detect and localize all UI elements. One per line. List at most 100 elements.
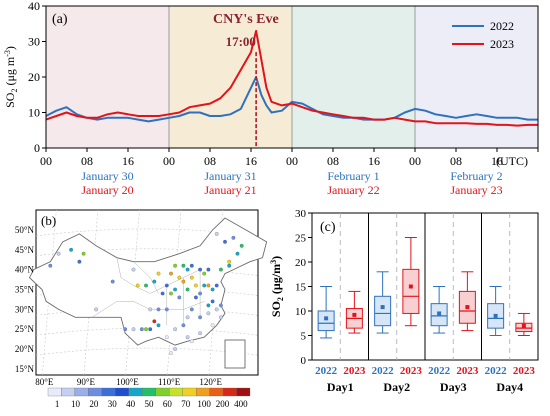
- y-tick-label: 30: [28, 35, 40, 49]
- station-point: [227, 259, 232, 264]
- station-point: [214, 283, 219, 288]
- y-tick-label: 0: [34, 141, 40, 155]
- station-point: [77, 259, 82, 264]
- station-point: [206, 311, 211, 316]
- station-point: [223, 239, 227, 244]
- day-category-label: Day4: [496, 380, 523, 394]
- station-point: [156, 323, 161, 328]
- day1-band: [46, 6, 169, 148]
- station-point: [227, 263, 232, 268]
- day-label-2022: February 1: [327, 169, 379, 183]
- panel-c-label: (c): [320, 220, 336, 235]
- y-axis-label: SO2 (μg/m3): [269, 256, 285, 317]
- box-mean-marker: [408, 284, 413, 289]
- station-point: [214, 231, 219, 236]
- box-mean-marker: [437, 311, 442, 316]
- station-point: [181, 279, 186, 284]
- longitude-label: 80°E: [35, 377, 54, 387]
- station-point: [206, 283, 211, 288]
- latitude-label: 15°N: [15, 364, 35, 374]
- panel-a-label: (a): [52, 12, 68, 27]
- group-label-2023: 2023: [456, 365, 479, 377]
- station-point: [210, 323, 215, 328]
- y-tick-label: 10: [295, 306, 307, 318]
- box-mean-marker: [521, 323, 526, 328]
- station-point: [69, 247, 73, 252]
- x-tick-label: 08: [450, 154, 462, 168]
- colorbar-swatch: [169, 387, 183, 397]
- colorbar-swatch: [128, 387, 143, 397]
- station-point: [173, 347, 178, 352]
- station-point: [185, 287, 190, 292]
- series-line-2023: [45, 29, 538, 127]
- colorbar-tick-label: 40: [126, 399, 136, 409]
- station-point: [110, 279, 115, 284]
- y-tick-label: 30: [295, 208, 307, 220]
- box-iqr: [317, 310, 335, 332]
- station-point: [189, 339, 194, 344]
- x-tick-label: 00: [163, 154, 175, 168]
- x-tick-label: 16: [245, 154, 257, 168]
- station-point: [131, 267, 136, 272]
- longitude-label: 110°E: [158, 377, 181, 387]
- x-tick-label: 00: [40, 154, 52, 168]
- south-china-sea-inset: [224, 339, 246, 369]
- colorbar-swatch: [142, 387, 156, 397]
- station-point: [198, 315, 203, 320]
- station-point: [173, 327, 178, 332]
- y-tick-label: 10: [28, 106, 40, 120]
- colorbar-tick-label: 10: [71, 399, 81, 409]
- longitude-gridline: [166, 209, 182, 376]
- day3-band: [292, 6, 415, 148]
- longitude-gridline: [42, 209, 57, 376]
- colorbar-swatch: [61, 387, 76, 397]
- station-point: [135, 283, 140, 288]
- box-mean-marker: [324, 316, 329, 321]
- station-point: [148, 307, 153, 312]
- y-tick-label: 5: [301, 331, 307, 343]
- y-tick-label: 15: [295, 282, 307, 294]
- group-label-2022: 2022: [428, 365, 451, 377]
- day-label-2023: January 23: [450, 183, 502, 197]
- day-label-2023: January 21: [204, 183, 256, 197]
- day-label-2022: January 31: [204, 169, 256, 183]
- group-label-2023: 2023: [513, 365, 536, 377]
- y-axis-label: SO2 (μg m-3): [3, 46, 19, 108]
- colorbar-swatch: [195, 387, 210, 397]
- station-point: [218, 267, 223, 272]
- station-point: [210, 299, 215, 304]
- longitude-label: 90°E: [77, 377, 96, 387]
- station-point: [94, 307, 98, 312]
- station-point: [198, 267, 203, 272]
- colorbar-tick-label: 50: [145, 399, 155, 409]
- colorbar-tick-label: 100: [197, 399, 211, 409]
- station-point: [144, 283, 148, 288]
- station-point: [152, 319, 157, 324]
- box-mean-marker: [380, 305, 385, 310]
- box-iqr: [402, 268, 420, 314]
- station-point: [177, 295, 182, 300]
- day4-band: [415, 6, 538, 148]
- station-point: [152, 279, 157, 284]
- box-Day4-2023: [515, 312, 533, 336]
- station-point: [173, 263, 178, 268]
- legend-label-2022: 2022: [490, 19, 514, 33]
- colorbar: 1 10 20 30 40 50 60 70 100 200 400: [47, 387, 251, 409]
- station-point: [231, 235, 236, 240]
- colorbar-swatch: [209, 387, 224, 397]
- station-point: [48, 263, 53, 268]
- group-label-2023: 2023: [343, 365, 366, 377]
- station-point: [214, 307, 219, 312]
- station-point: [239, 243, 244, 248]
- colorbar-tick-label: 400: [234, 399, 248, 409]
- station-point: [185, 315, 190, 320]
- station-point: [206, 267, 211, 272]
- station-point: [139, 327, 144, 332]
- colorbar-swatch: [115, 387, 129, 397]
- day-label-2022: January 30: [81, 169, 133, 183]
- x-tick-label: 00: [286, 154, 298, 168]
- x-unit-label: (UTC): [496, 154, 528, 168]
- day-label-2022: February 2: [450, 169, 502, 183]
- box-Day3-2022: [430, 286, 448, 334]
